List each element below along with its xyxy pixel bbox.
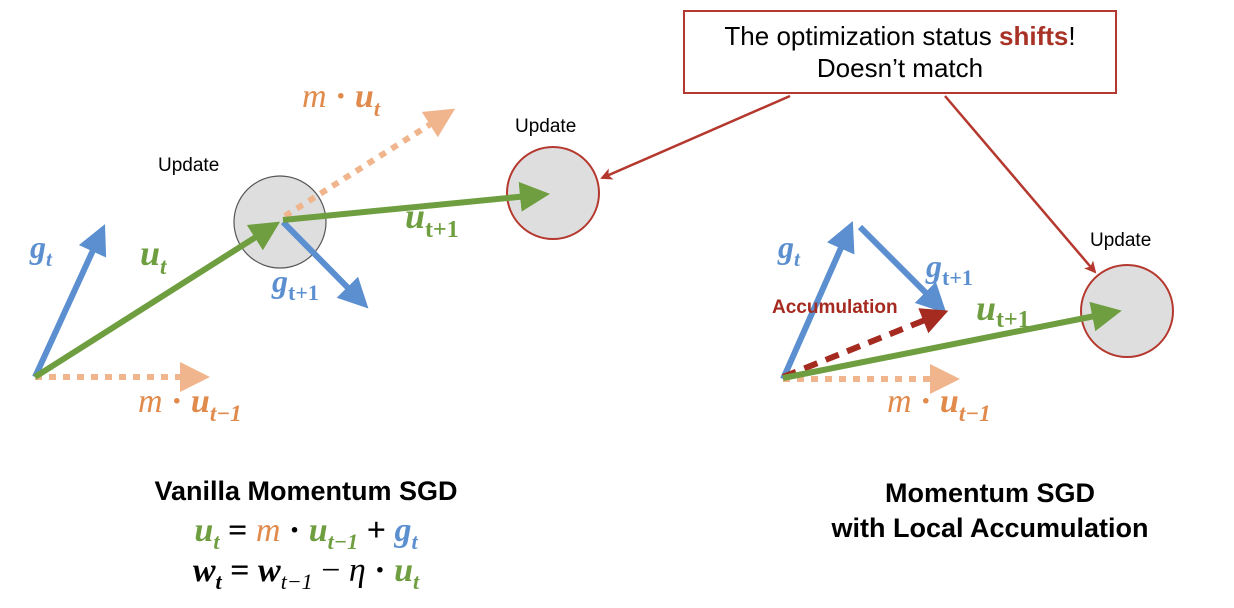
accumulation-arrow xyxy=(781,308,949,380)
caption-right-title-line2: with Local Accumulation xyxy=(831,513,1149,543)
update-arrow-ut1-right xyxy=(782,301,1122,381)
label-m-ut-1-right: m · ut−1 xyxy=(887,383,991,426)
update-arrow-ut-left xyxy=(33,221,281,380)
update-arrow-ut1-left xyxy=(282,181,550,223)
callout-pointer-right xyxy=(944,95,1097,274)
label-ut1-left: ut+1 xyxy=(405,196,459,243)
gradient-arrow-gt1-right xyxy=(857,224,947,314)
accumulation-label: Accumulation xyxy=(772,297,898,318)
update-circle-middle xyxy=(506,146,600,240)
update-label-left: Update xyxy=(158,155,219,176)
callout-emphasis: shifts xyxy=(999,21,1069,51)
update-label-middle: Update xyxy=(515,116,576,137)
momentum-arrow-next-left xyxy=(283,108,456,219)
callout-pointer-left xyxy=(600,94,791,180)
callout-line-2: Doesn’t match xyxy=(816,53,984,83)
update-circle-right xyxy=(1080,264,1174,358)
label-gt-left: gt xyxy=(29,229,53,271)
equation-momentum: ut = m · ut−1 + gt xyxy=(194,512,418,554)
equation-weight-update: wt = wt−1 − η · ut xyxy=(193,552,420,594)
label-gt-right: gt xyxy=(777,229,801,271)
label-ut-left: ut xyxy=(140,233,167,279)
caption-left-title: Vanilla Momentum SGD xyxy=(154,476,458,506)
label-gt1-left: gt+1 xyxy=(271,263,319,305)
gradient-arrow-gt-left xyxy=(32,224,107,379)
callout-line-1: The optimization status shifts! xyxy=(724,21,1076,51)
label-ut1-right: ut+1 xyxy=(976,288,1030,333)
update-label-right: Update xyxy=(1090,230,1151,251)
callout-box: The optimization status shifts! Doesn’t … xyxy=(683,10,1117,94)
label-m-ut-1-left: m · ut−1 xyxy=(138,383,242,426)
gradient-arrow-gt-right xyxy=(780,221,855,381)
caption-right-title-line1: Momentum SGD xyxy=(884,478,1095,508)
label-gt1-right: gt+1 xyxy=(925,248,973,290)
gradient-arrow-gt1-left xyxy=(280,219,369,309)
label-m-ut-left: m · ut xyxy=(302,78,381,121)
